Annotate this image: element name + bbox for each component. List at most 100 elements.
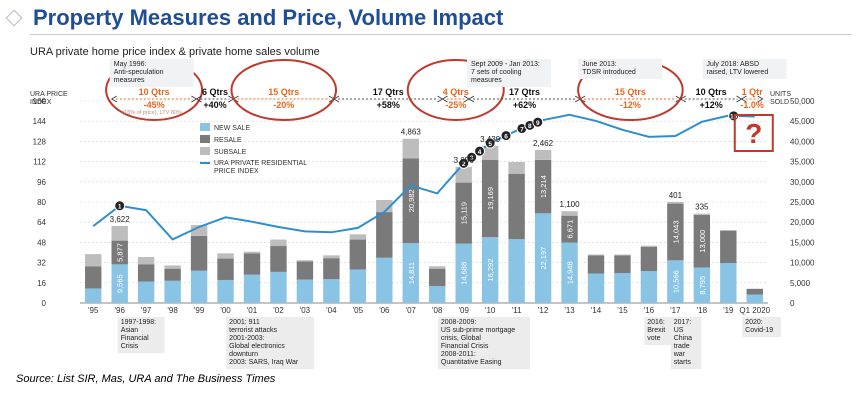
bar-resale [85, 266, 102, 289]
x-tick-label: '95 [88, 306, 99, 315]
bar-resale [429, 268, 446, 287]
period-change: -20% [273, 100, 294, 110]
left-tick-label: 48 [37, 238, 46, 247]
measure-marker-label: 5 [488, 141, 492, 148]
bar-subsale [587, 254, 605, 256]
bar-data-label: 8,795 [698, 276, 707, 295]
bar-new-sale [429, 286, 446, 303]
arrow-head-left [441, 95, 448, 103]
note-bg [109, 59, 194, 87]
bar-subsale [455, 167, 472, 183]
bar-new-sale [376, 257, 393, 303]
price-index-line [92, 113, 755, 241]
x-tick-label: '98 [167, 306, 178, 315]
x-tick-label: '15 [617, 306, 628, 315]
note-line: 2001: 911 [229, 319, 260, 326]
bar-resale [190, 235, 208, 271]
period-duration: 15 Qtrs [615, 87, 646, 97]
bar-new-sale [164, 280, 181, 303]
bar-resale [561, 215, 578, 243]
bar-subsale [85, 254, 102, 267]
left-tick-label: 144 [33, 117, 47, 126]
bar-data-label: 19,169 [486, 187, 495, 210]
slide-title: Property Measures and Price, Volume Impa… [33, 5, 504, 30]
arrow-head-left [110, 95, 117, 103]
period-change: -1.0% [740, 100, 764, 110]
bar-new-sale [402, 243, 419, 303]
bar-subsale [429, 266, 446, 269]
chart-title: URA private home price index & private h… [30, 46, 320, 58]
note-bg [644, 317, 675, 345]
note-line: 1997-1998: [121, 319, 156, 326]
bar-new-sale [455, 243, 472, 303]
bar-data-label: 3,856 [454, 156, 475, 165]
arrow-head-left [468, 95, 475, 103]
note-line: Financial [121, 335, 149, 342]
note-line: 2020: [745, 319, 763, 326]
x-tick-label: '99 [194, 306, 205, 315]
bar-new-sale [85, 288, 102, 303]
bar-data-label: 14,688 [460, 262, 469, 285]
arrow-head-left [679, 95, 686, 103]
measure-marker [474, 145, 486, 157]
bar-resale [455, 182, 472, 244]
x-tick-label: '07 [406, 306, 417, 315]
x-tick-label: '11 [512, 306, 522, 315]
note-bg [226, 317, 315, 369]
right-tick-label: 20,000 [790, 218, 815, 227]
x-tick-label: '05 [353, 306, 364, 315]
bar-subsale [270, 239, 287, 247]
right-tick-label: 40,000 [790, 137, 815, 146]
bar-new-sale [640, 271, 658, 303]
top-note: June 2013:TDSR introduced [578, 59, 663, 79]
note-line: crisis, Global [441, 335, 482, 342]
right-tick-label: 0 [790, 299, 795, 308]
period-change: +40% [203, 100, 226, 110]
legend-label: SUBSALE [214, 149, 247, 156]
bar-subsale [402, 138, 419, 159]
slide-header: Property Measures and Price, Volume Impa… [0, 0, 862, 35]
bar-data-label: 15,119 [460, 202, 469, 224]
x-tick-label: '96 [114, 306, 125, 315]
left-tick-label: 64 [37, 218, 46, 227]
bar-data-label: 14,043 [671, 220, 680, 243]
bar-resale [640, 246, 658, 272]
arrow-head-left [333, 95, 340, 103]
bar-resale [349, 239, 367, 270]
arrow-head-right [757, 95, 764, 103]
bar-data-label: 2,462 [533, 139, 554, 148]
left-tick-label: 80 [37, 198, 46, 207]
bar-resale [720, 230, 737, 264]
question-mark-icon: ? [745, 118, 762, 149]
period-duration: 10 Qtrs [696, 87, 727, 97]
bar-data-label: 1,100 [560, 200, 581, 209]
bar-resale [402, 158, 419, 244]
measure-marker [114, 200, 126, 212]
bar-new-sale [190, 270, 208, 303]
bar-subsale [111, 225, 128, 241]
bar-resale [746, 288, 763, 295]
note-line: May 1996: [114, 61, 147, 68]
bar-subsale [534, 149, 552, 160]
period-duration: 10 Qtrs [139, 87, 170, 97]
bar-new-sale [323, 279, 340, 303]
legend-label: RESALE [214, 137, 242, 144]
x-tick-label: '12 [538, 306, 549, 315]
bar-new-sale [349, 269, 367, 303]
measure-marker [500, 130, 512, 142]
period-duration: 6 Qtrs [202, 87, 228, 97]
bar-resale [376, 212, 393, 258]
period-duration: 17 Qtrs [373, 87, 404, 97]
bar-new-sale [296, 279, 314, 303]
bar-subsale [190, 225, 208, 236]
period-change: -12% [620, 100, 641, 110]
bar-new-sale [508, 239, 525, 303]
bar-resale [164, 268, 181, 281]
bar-resale [323, 258, 340, 280]
bar-data-label: 20,982 [407, 189, 416, 212]
note-bg [742, 317, 781, 337]
